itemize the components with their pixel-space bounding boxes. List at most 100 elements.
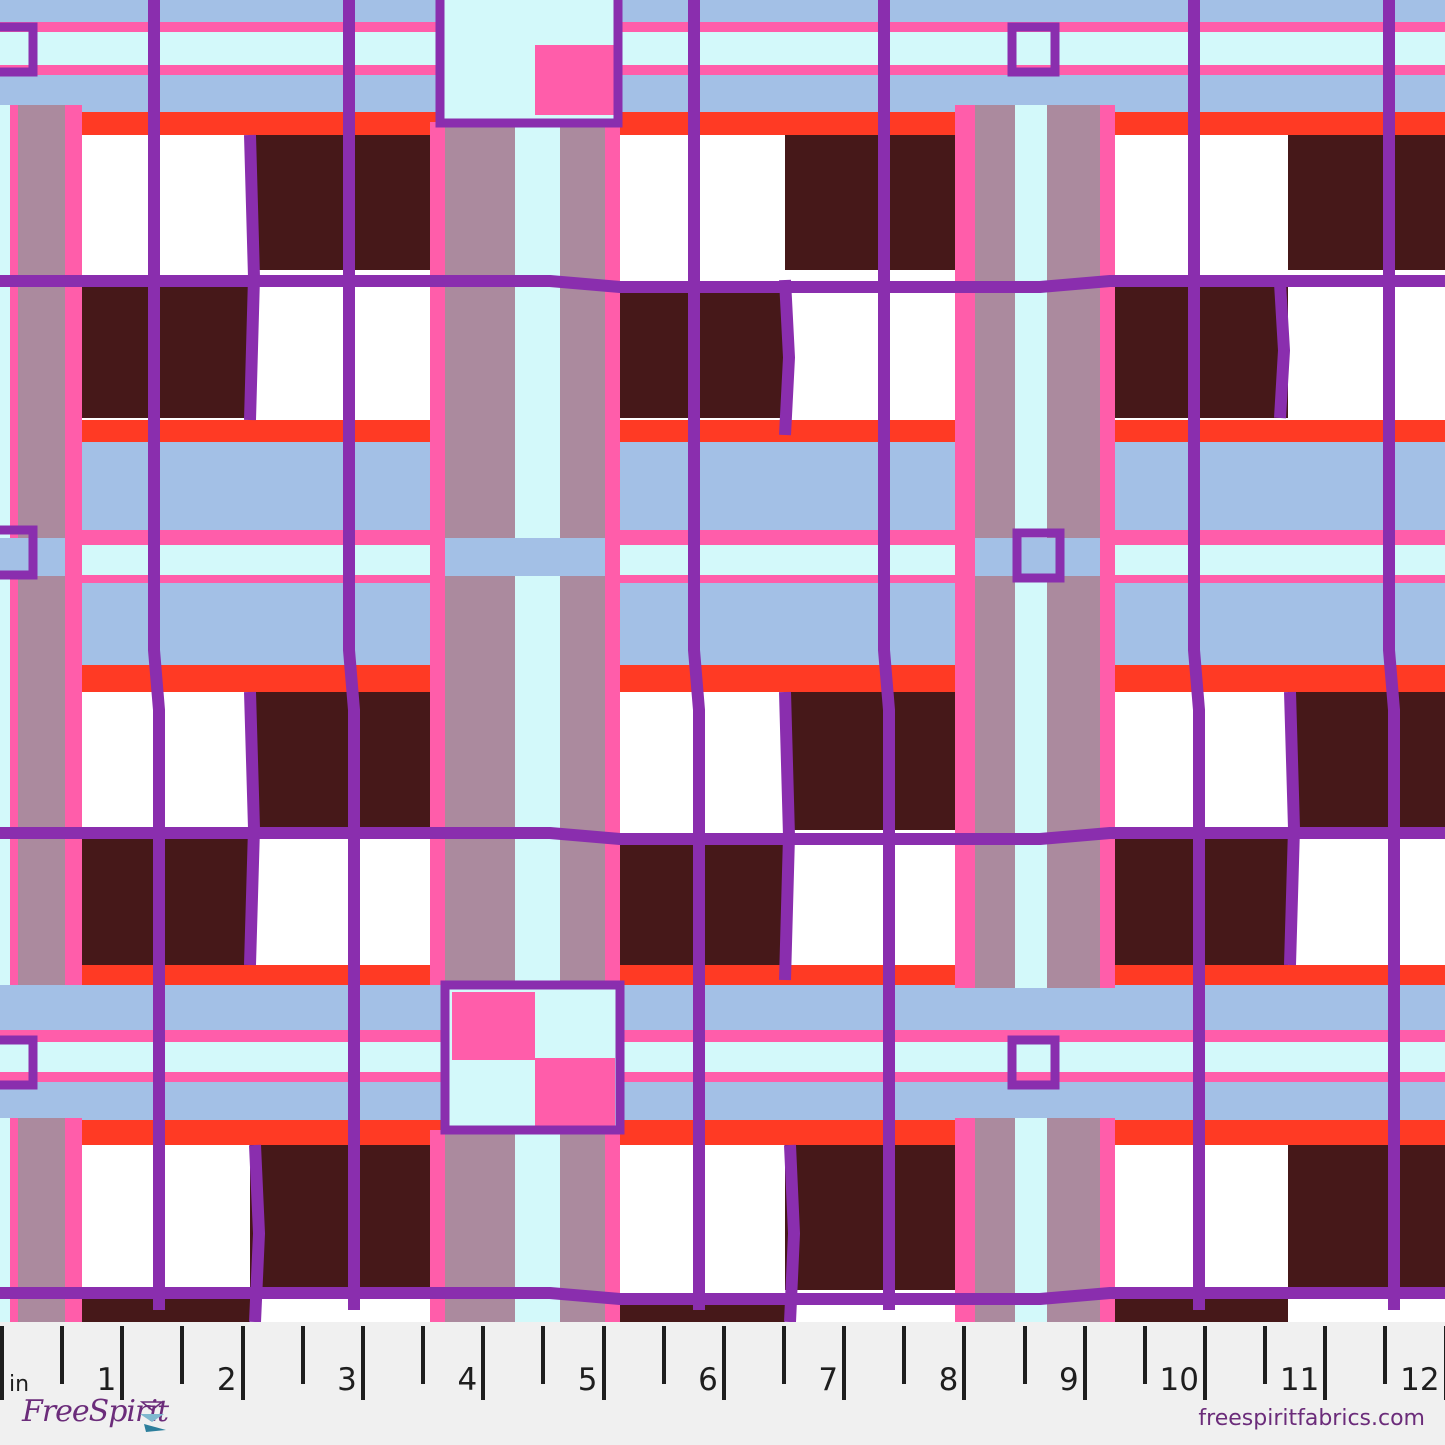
plaid-fabric-pattern bbox=[0, 0, 1445, 1322]
ruler-inch-tick bbox=[481, 1326, 486, 1400]
vertical-purple-line bbox=[688, 0, 705, 1310]
ruler-inch-tick bbox=[962, 1326, 967, 1400]
horizontal-stripe bbox=[0, 0, 1445, 22]
vertical-stripe bbox=[1100, 1118, 1115, 1322]
dark-block bbox=[82, 838, 250, 965]
small-outlined-square bbox=[0, 22, 38, 77]
dark-block bbox=[250, 692, 430, 830]
dark-block bbox=[785, 1145, 957, 1290]
square-fill bbox=[535, 45, 615, 115]
small-outlined-square bbox=[1007, 22, 1060, 77]
vertical-stripe bbox=[65, 105, 82, 985]
horizontal-stripe bbox=[0, 65, 1445, 75]
white-block bbox=[82, 135, 250, 270]
ruler-inch-tick bbox=[0, 1326, 4, 1400]
horizontal-stripe bbox=[0, 545, 1445, 575]
ruler-half-inch-tick bbox=[1142, 1326, 1147, 1384]
ruler-inch-tick bbox=[601, 1326, 606, 1400]
ruler-inch-label: 5 bbox=[577, 1362, 598, 1398]
dark-block bbox=[620, 283, 785, 418]
ruler-inch-tick bbox=[721, 1326, 726, 1400]
horizontal-stripe bbox=[0, 1042, 1445, 1072]
ruler-inch-label: 9 bbox=[1058, 1362, 1079, 1398]
white-block bbox=[1115, 135, 1288, 270]
website-url[interactable]: freespiritfabrics.com bbox=[1198, 1406, 1425, 1431]
vertical-stripe bbox=[605, 122, 620, 985]
horizontal-stripe bbox=[0, 575, 1445, 583]
ruler-inch-tick bbox=[360, 1326, 365, 1400]
dark-block bbox=[785, 135, 957, 270]
horizontal-stripe bbox=[0, 22, 1445, 32]
ruler-inch-tick bbox=[1203, 1326, 1207, 1400]
square-fill bbox=[452, 992, 535, 1060]
dark-block bbox=[82, 1298, 250, 1322]
horizontal-stripe bbox=[975, 538, 1100, 576]
ruler-inch-label: 3 bbox=[337, 1362, 357, 1398]
vertical-purple-line bbox=[148, 0, 165, 1310]
ruler-half-inch-tick bbox=[781, 1326, 786, 1384]
ruler-inch-label: 6 bbox=[698, 1362, 718, 1398]
ruler-inch-tick bbox=[842, 1326, 847, 1400]
ruler-unit-label: in bbox=[9, 1372, 30, 1397]
short-purple-line bbox=[784, 1144, 800, 1322]
ruler-half-inch-tick bbox=[902, 1326, 907, 1384]
white-block bbox=[785, 283, 957, 418]
short-purple-line bbox=[1274, 282, 1290, 419]
ruler-half-inch-tick bbox=[1022, 1326, 1027, 1384]
horizontal-purple-line bbox=[0, 275, 1445, 293]
dark-block bbox=[785, 692, 957, 830]
vertical-stripe bbox=[65, 1118, 82, 1322]
white-block bbox=[1288, 1298, 1445, 1322]
white-block bbox=[82, 1145, 250, 1290]
horizontal-stripe bbox=[0, 530, 1445, 545]
short-purple-line bbox=[779, 279, 795, 436]
horizontal-stripe bbox=[445, 538, 605, 576]
ruler-half-inch-tick bbox=[421, 1326, 426, 1384]
square-fill bbox=[535, 1058, 615, 1126]
dark-block bbox=[250, 135, 430, 270]
ruler-inch-label: 12 bbox=[1400, 1362, 1440, 1398]
vertical-stripe bbox=[1100, 105, 1115, 988]
horizontal-stripe bbox=[0, 1120, 1445, 1145]
vertical-stripe bbox=[955, 1118, 975, 1322]
small-outlined-square bbox=[1012, 528, 1065, 583]
horizontal-stripe bbox=[0, 112, 1445, 135]
white-block bbox=[250, 1298, 430, 1322]
vertical-stripe bbox=[10, 1118, 18, 1322]
ruler-inch-label: 10 bbox=[1159, 1362, 1199, 1398]
vertical-stripe bbox=[430, 1130, 445, 1322]
horizontal-stripe bbox=[0, 1082, 1445, 1120]
ruler-inch-tick bbox=[1082, 1326, 1087, 1400]
horizontal-stripe bbox=[0, 665, 1445, 692]
horizontal-stripe bbox=[0, 442, 1445, 530]
vertical-stripe bbox=[975, 1118, 1015, 1322]
ruler-inch-label: 11 bbox=[1279, 1362, 1320, 1398]
horizontal-stripe bbox=[0, 75, 1445, 112]
ruler-inch-tick bbox=[240, 1326, 245, 1400]
horizontal-stripe bbox=[0, 583, 1445, 665]
small-outlined-square bbox=[1007, 1035, 1060, 1090]
vertical-purple-line bbox=[1383, 0, 1400, 1310]
white-block bbox=[1288, 838, 1445, 965]
outlined-square bbox=[435, 0, 623, 128]
ruler-inch-label: 1 bbox=[96, 1362, 117, 1398]
logo-triangles-icon bbox=[139, 1401, 166, 1432]
dark-block bbox=[1288, 1145, 1445, 1290]
horizontal-purple-line bbox=[0, 1287, 1445, 1305]
ruler-inch-label: 8 bbox=[938, 1362, 959, 1398]
vertical-purple-line bbox=[878, 0, 895, 1310]
ruler-half-inch-tick bbox=[60, 1326, 65, 1384]
ruler-half-inch-tick bbox=[1263, 1326, 1268, 1384]
horizontal-stripe bbox=[0, 965, 1445, 985]
freespirit-logo: FreeSpirit bbox=[22, 1394, 169, 1429]
white-block bbox=[82, 692, 250, 830]
white-block bbox=[250, 283, 430, 418]
vertical-stripe bbox=[1015, 1118, 1047, 1322]
dark-block bbox=[1115, 283, 1288, 418]
ruler-inch-tick bbox=[1323, 1326, 1328, 1400]
white-block bbox=[1288, 283, 1445, 418]
ruler-inch-tick bbox=[120, 1326, 125, 1400]
vertical-purple-line bbox=[1188, 0, 1205, 1310]
dark-block bbox=[1288, 135, 1445, 270]
